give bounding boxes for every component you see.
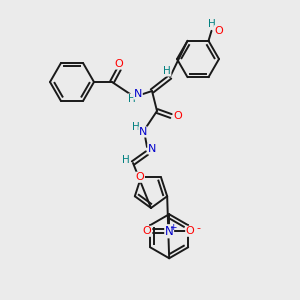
Text: -: - xyxy=(196,223,200,233)
Text: H: H xyxy=(132,122,140,132)
Text: N: N xyxy=(139,127,147,137)
Text: N: N xyxy=(165,225,173,238)
Text: +: + xyxy=(169,223,177,232)
Text: N: N xyxy=(134,89,142,99)
Text: H: H xyxy=(208,19,215,29)
Text: O: O xyxy=(186,226,194,236)
Text: H: H xyxy=(122,155,130,165)
Text: O: O xyxy=(136,172,144,182)
Text: O: O xyxy=(174,111,182,121)
Text: O: O xyxy=(143,226,152,236)
Text: N: N xyxy=(148,144,156,154)
Text: O: O xyxy=(214,26,223,36)
Text: H: H xyxy=(163,66,171,76)
Text: H: H xyxy=(128,94,136,104)
Text: O: O xyxy=(115,59,123,69)
